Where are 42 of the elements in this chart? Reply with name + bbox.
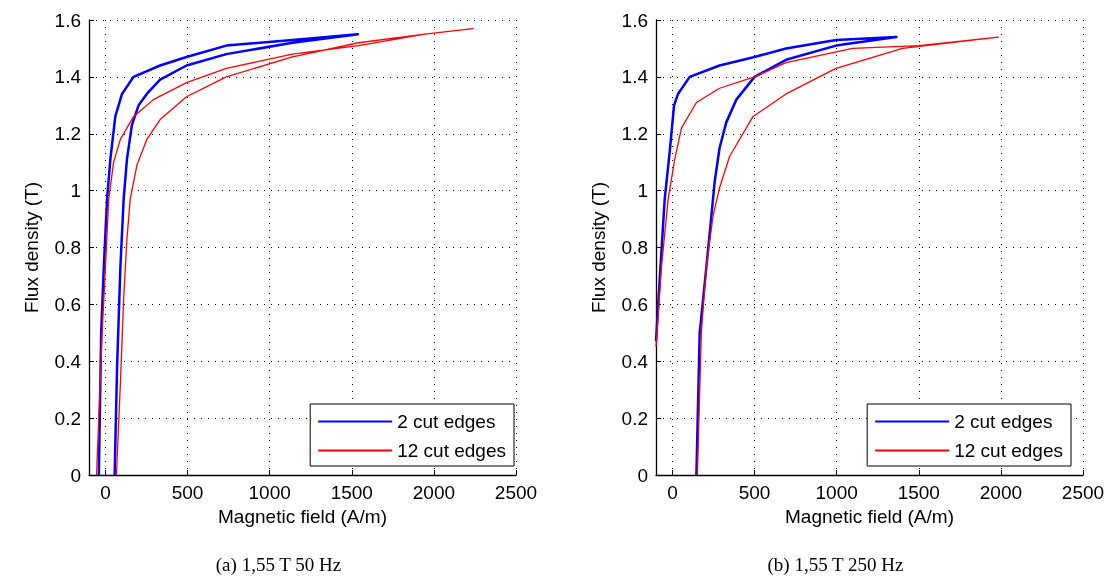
x-tick-label: 1500 xyxy=(897,482,940,503)
line-series xyxy=(654,35,898,477)
legend-label: 12 cut edges xyxy=(954,440,1064,461)
x-tick-label: 2000 xyxy=(979,482,1023,503)
x-tick-label: 500 xyxy=(171,482,204,503)
legend-label: 12 cut edges xyxy=(397,440,507,461)
y-axis-title: Flux density (T) xyxy=(588,182,609,313)
x-tick-label: 2000 xyxy=(412,482,456,503)
x-tick-label: 0 xyxy=(667,482,678,503)
x-tick-label: 0 xyxy=(100,482,111,503)
legend-label: 2 cut edges xyxy=(397,411,496,432)
y-tick-label: 0.2 xyxy=(621,407,648,429)
y-tick-label: 0.6 xyxy=(621,293,648,315)
y-tick-label: 0.4 xyxy=(621,350,649,372)
x-tick-label: 500 xyxy=(738,482,771,503)
x-tick-label: 1000 xyxy=(815,482,858,503)
line-series xyxy=(97,32,360,477)
text: (a) 1,55 T 50 Hz xyxy=(215,554,342,576)
x-axis-title: Magnetic field (A/m) xyxy=(218,505,387,527)
y-tick-label: 0.2 xyxy=(54,407,81,429)
y-tick-label: 1 xyxy=(70,180,81,202)
legend-label: 2 cut edges xyxy=(954,411,1053,432)
y-tick-label: 0.8 xyxy=(621,237,648,258)
x-tick-label: 1000 xyxy=(248,482,291,503)
y-tick-label: 1.4 xyxy=(54,66,82,88)
y-tick-label: 0 xyxy=(70,464,81,486)
y-tick-label: 1.2 xyxy=(621,123,648,145)
x-tick-label: 1500 xyxy=(330,482,373,503)
y-tick-label: 1.4 xyxy=(621,66,649,88)
y-tick-label: 1.6 xyxy=(54,9,81,31)
y-tick-label: 0.4 xyxy=(54,350,82,372)
x-tick-label: 2500 xyxy=(494,482,538,503)
y-axis-title: Flux density (T) xyxy=(21,182,42,313)
text: (b) 1,55 T 250 Hz xyxy=(767,554,904,576)
y-tick-label: 1 xyxy=(637,180,648,202)
x-tick-label: 2500 xyxy=(1061,482,1105,503)
y-tick-label: 1.6 xyxy=(621,9,648,31)
y-tick-label: 1.2 xyxy=(54,123,81,145)
y-tick-label: 0.6 xyxy=(54,293,81,315)
y-tick-label: 0 xyxy=(637,464,648,486)
y-tick-label: 0.8 xyxy=(54,237,81,258)
x-axis-title: Magnetic field (A/m) xyxy=(785,505,954,527)
